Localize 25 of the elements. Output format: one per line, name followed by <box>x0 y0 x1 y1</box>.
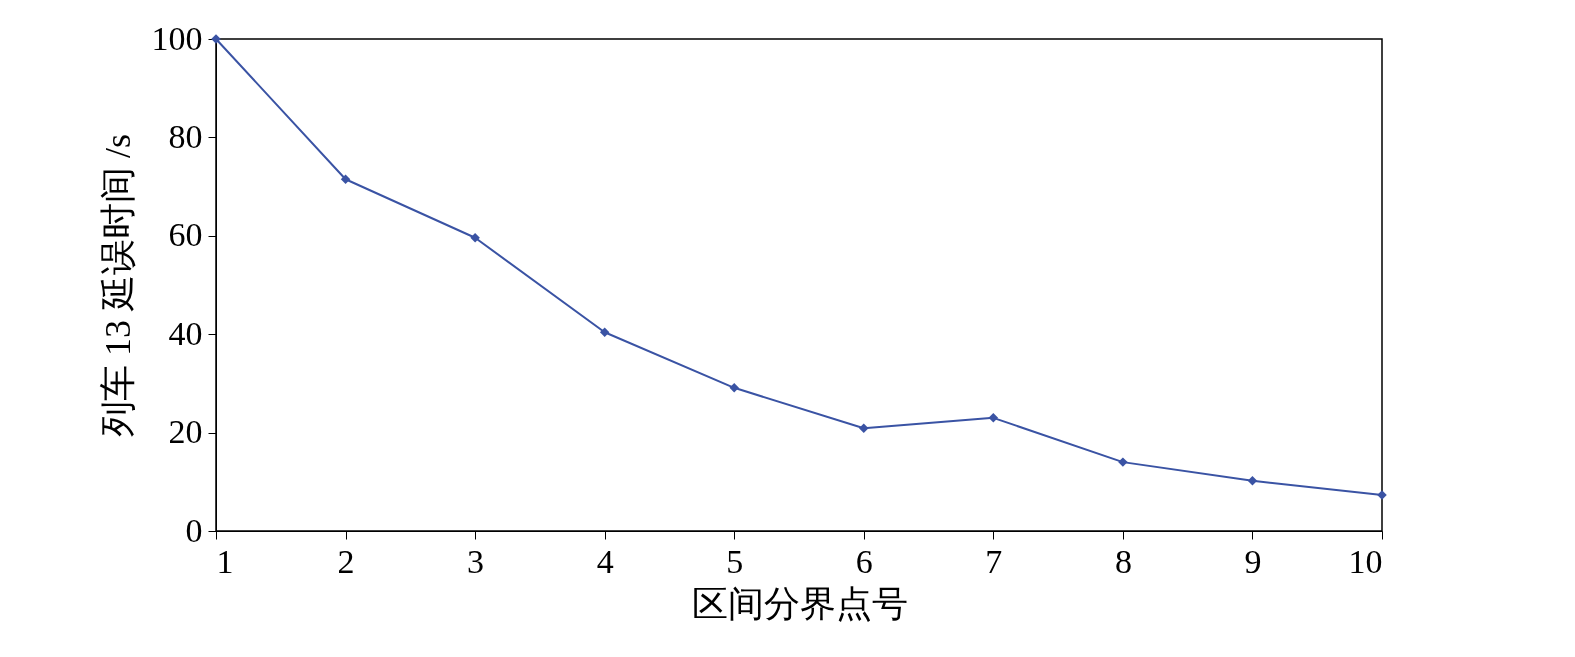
point <box>599 327 610 337</box>
point <box>859 423 869 433</box>
x-tick-label: 4 <box>596 542 614 580</box>
y-tick-label: 60 <box>168 216 203 254</box>
x-tick-label: 6 <box>855 542 873 580</box>
y-tick-label: 0 <box>185 511 203 549</box>
x-tick-label: 10 <box>1348 542 1383 580</box>
point <box>729 383 739 393</box>
point <box>340 174 351 184</box>
x-tick-label: 3 <box>467 542 485 580</box>
point <box>1247 476 1258 486</box>
point <box>988 413 999 423</box>
y-axis-title: 列车 13 延误时间 /s <box>97 133 138 438</box>
x-tick-label: 8 <box>1114 542 1132 580</box>
x-axis-title: 区间分界点号 <box>691 583 908 624</box>
x-tick-label: 5 <box>726 542 744 580</box>
y-tick-label: 20 <box>168 413 203 451</box>
x-tick-label: 2 <box>337 542 355 580</box>
x-tick-label: 9 <box>1244 542 1262 580</box>
x-tick-label: 7 <box>985 542 1003 580</box>
y-tick-label: 40 <box>168 314 203 352</box>
point <box>470 233 480 243</box>
x-tick-label: 1 <box>216 542 234 580</box>
y-tick-label: 100 <box>151 19 203 57</box>
y-tick-label: 80 <box>168 117 203 155</box>
